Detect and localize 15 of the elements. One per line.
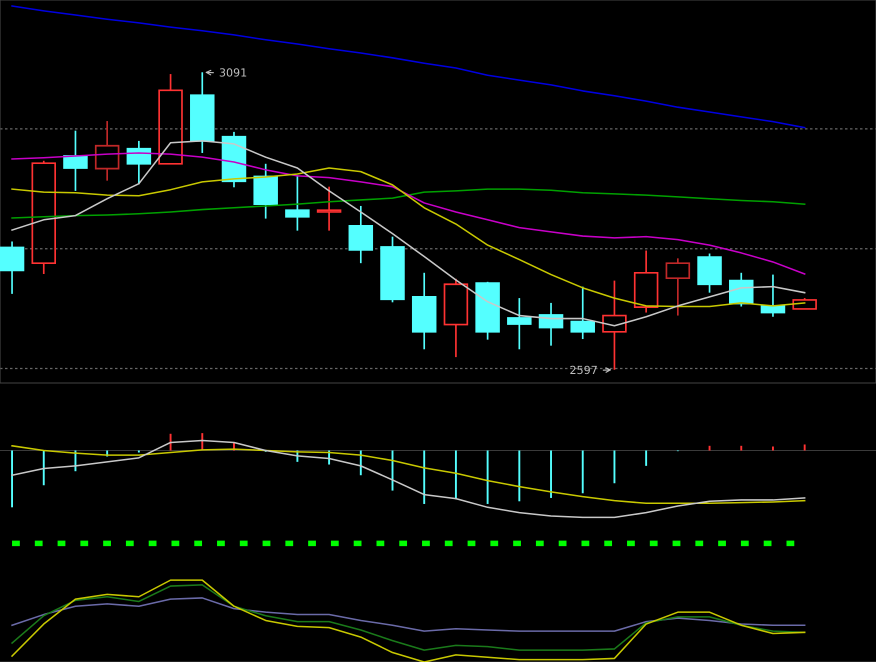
candlestick bbox=[380, 236, 405, 304]
candlestick bbox=[348, 205, 374, 264]
candlestick bbox=[412, 272, 436, 350]
candlestick bbox=[63, 130, 88, 192]
candlestick bbox=[316, 186, 342, 232]
annotation: 2597 bbox=[570, 366, 597, 374]
candlestick bbox=[507, 297, 532, 350]
candlestick bbox=[94, 120, 120, 182]
candlestick bbox=[253, 162, 278, 220]
candlestick bbox=[0, 240, 24, 295]
candlestick bbox=[760, 274, 786, 318]
candlestick bbox=[285, 174, 310, 232]
candlestick bbox=[697, 252, 722, 294]
annotation: 3091 bbox=[220, 68, 246, 77]
candlestick bbox=[222, 131, 246, 188]
